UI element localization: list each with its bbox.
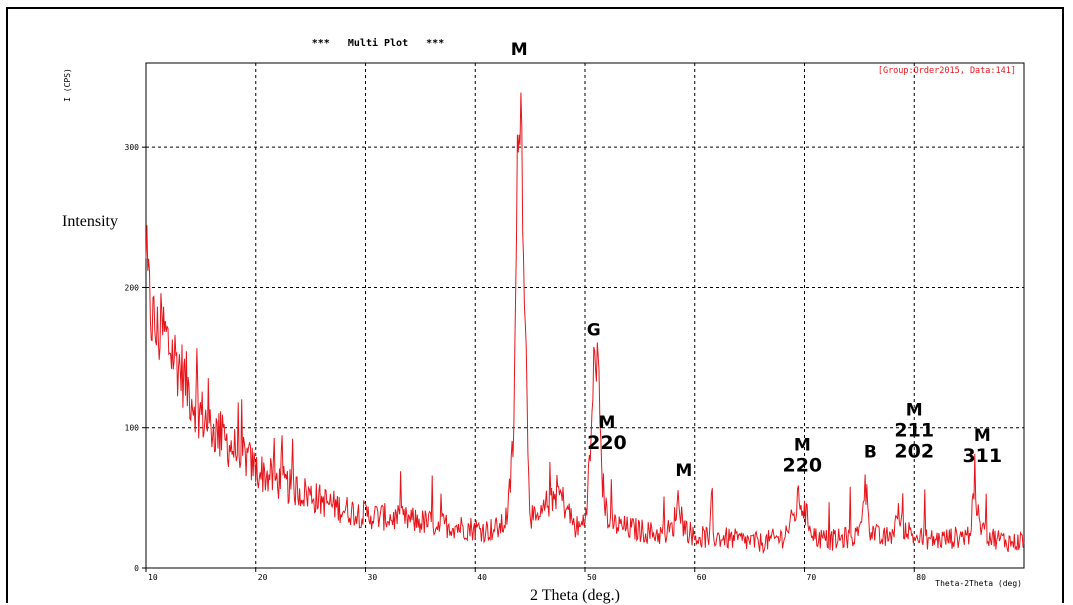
peak-phase-label: M [675, 461, 692, 481]
x-tick-label: 40 [477, 573, 487, 582]
peak-index-label: 211 [894, 420, 934, 442]
y-axis-label: Intensity [62, 213, 118, 230]
peak-phase-label: M [511, 40, 528, 60]
x-tick-label: 50 [587, 573, 597, 582]
peak-index-label: 311 [962, 445, 1002, 467]
x-tick-label: 10 [148, 573, 158, 582]
peak-index-label: 220 [782, 455, 822, 477]
x-unit-label: Theta-2Theta (deg) [935, 579, 1022, 588]
x-tick-label: 60 [697, 573, 707, 582]
axis-ticks: 10 20 30 40 50 60 70 80 0 100 200 300 [125, 143, 927, 582]
peak-phase-label: B [864, 443, 877, 463]
chart-title: *** Multi Plot *** [312, 37, 444, 49]
y-unit-label: I (CPS) [63, 68, 72, 102]
x-tick-label: 80 [916, 573, 926, 582]
x-tick-label: 20 [258, 573, 268, 582]
peak-phase-label: M [598, 413, 615, 433]
y-tick-label: 300 [125, 143, 140, 152]
figure-frame [6, 7, 1064, 603]
x-axis-label: 2 Theta (deg.) [530, 587, 620, 604]
y-tick-label: 200 [125, 283, 140, 292]
peak-phase-label: M [974, 426, 991, 446]
peak-phase-label: G [587, 321, 601, 341]
x-tick-label: 70 [807, 573, 817, 582]
series-layer [145, 92, 1025, 555]
xrd-series-line [145, 92, 1025, 555]
peak-index-label: 220 [587, 432, 627, 454]
y-tick-label: 100 [125, 424, 140, 433]
header-note: [Group:Order2015, Data:141] [878, 66, 1016, 76]
peak-index-label: 202 [894, 441, 934, 463]
grid [146, 63, 1024, 568]
peak-phase-label: M [906, 401, 923, 421]
peak-phase-label: M [794, 436, 811, 456]
y-tick-label: 0 [134, 564, 139, 573]
x-tick-label: 30 [368, 573, 378, 582]
